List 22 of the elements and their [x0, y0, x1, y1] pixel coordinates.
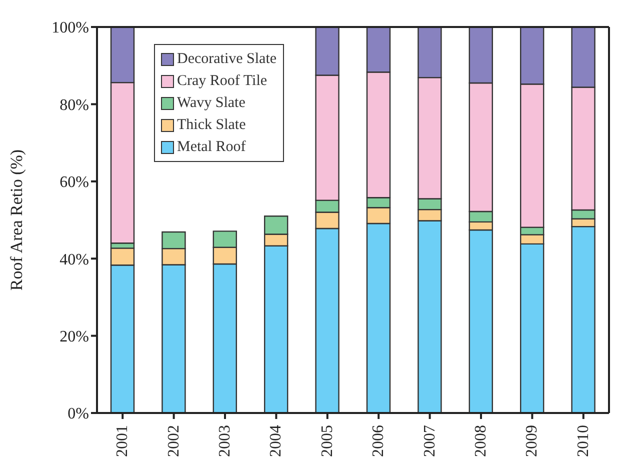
x-tick-label: 2002: [165, 425, 182, 457]
y-tick-label: 0%: [68, 406, 89, 423]
legend-label: Wavy Slate: [177, 94, 246, 113]
x-tick-label: 2006: [370, 425, 388, 457]
y-tick-label: 20%: [60, 328, 89, 346]
y-tick-label: 60%: [60, 174, 89, 192]
legend-label: Thick Slate: [177, 116, 246, 135]
x-tick-label: 2004: [268, 425, 285, 457]
y-tick-label: 100%: [52, 20, 89, 37]
legend-label: Decorative Slate: [177, 50, 277, 69]
x-tick-label: 2007: [421, 425, 438, 457]
x-tick-label: 2005: [318, 425, 336, 457]
x-tick-label: 2009: [524, 425, 541, 457]
y-tick-label: 40%: [60, 251, 89, 268]
legend-label: Metal Roof: [177, 138, 246, 157]
x-tick-label: 2003: [216, 425, 234, 457]
x-tick-label: 2010: [574, 425, 592, 457]
x-tick-label: 2008: [472, 425, 490, 457]
x-tick-label: 2001: [114, 425, 132, 457]
y-tick-label: 80%: [60, 96, 89, 114]
y-axis-title: Roof Area Retio (%): [7, 149, 26, 291]
legend-label: Cray Roof Tile: [177, 72, 268, 91]
